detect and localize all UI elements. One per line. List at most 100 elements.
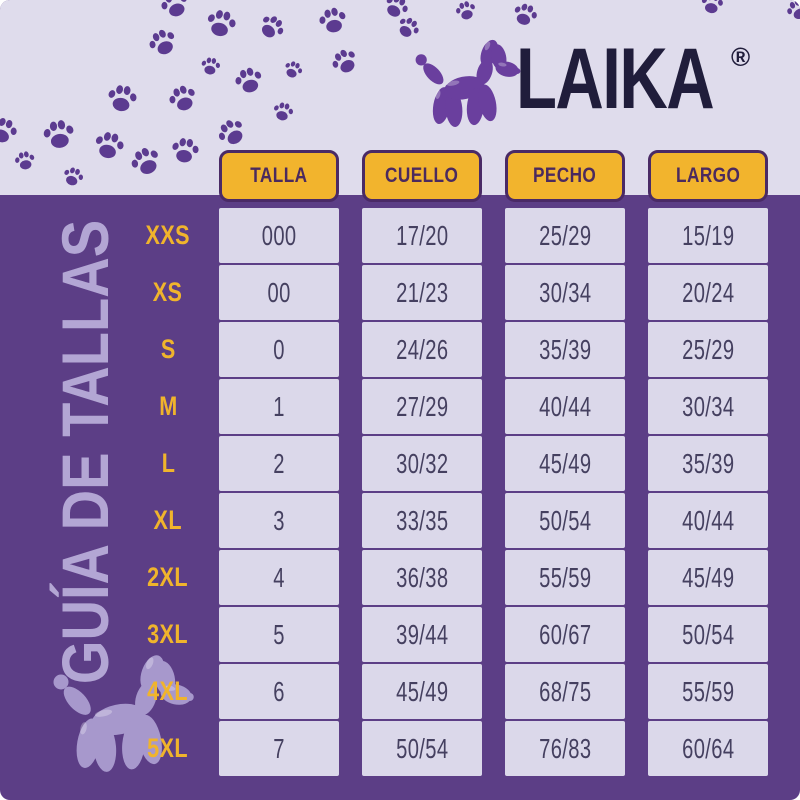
table-cell-5xl-pecho-text: 76/83 bbox=[538, 732, 592, 764]
row-label-2xl: 2XL bbox=[140, 550, 196, 605]
paw-print-icon bbox=[315, 3, 351, 39]
table-cell-xxs-pecho-text: 25/29 bbox=[538, 219, 592, 251]
row-label-xs-text: XS bbox=[153, 277, 183, 307]
balloon-dog-icon bbox=[410, 34, 522, 138]
paw-print-icon bbox=[156, 0, 194, 24]
paw-print-icon bbox=[0, 112, 22, 150]
table-cell-xs-talla: 00 bbox=[219, 265, 339, 320]
table-cell-s-pecho: 35/39 bbox=[505, 322, 625, 377]
table-cell-m-talla-text: 1 bbox=[273, 390, 285, 422]
paw-print-icon bbox=[270, 99, 297, 126]
table-cell-l-talla-text: 2 bbox=[273, 447, 285, 479]
table-cell-xs-talla-text: 00 bbox=[267, 276, 291, 308]
table-cell-m-cuello-text: 27/29 bbox=[395, 390, 449, 422]
row-label-3xl-text: 3XL bbox=[147, 619, 189, 649]
row-label-s: S bbox=[140, 322, 196, 377]
row-label-xxs-text: XXS bbox=[145, 220, 191, 250]
table-cell-s-pecho-text: 35/39 bbox=[538, 333, 592, 365]
column-header-talla-text: TALLA bbox=[250, 164, 308, 187]
column-header-largo-text: LARGO bbox=[675, 164, 741, 187]
table-cell-5xl-cuello-text: 50/54 bbox=[395, 732, 449, 764]
table-cell-s-cuello: 24/26 bbox=[362, 322, 482, 377]
table-cell-3xl-pecho-text: 60/67 bbox=[538, 618, 592, 650]
table-cell-xl-talla-text: 3 bbox=[273, 504, 285, 536]
table-cell-xxs-largo-text: 15/19 bbox=[681, 219, 735, 251]
row-label-4xl-text: 4XL bbox=[147, 676, 189, 706]
table-cell-m-pecho-text: 40/44 bbox=[538, 390, 592, 422]
row-label-2xl-text: 2XL bbox=[147, 562, 189, 592]
table-cell-m-largo: 30/34 bbox=[648, 379, 768, 434]
paw-print-icon bbox=[231, 63, 268, 100]
table-cell-s-talla: 0 bbox=[219, 322, 339, 377]
table-cell-4xl-largo: 55/59 bbox=[648, 664, 768, 719]
table-cell-xl-talla: 3 bbox=[219, 493, 339, 548]
table-cell-m-cuello: 27/29 bbox=[362, 379, 482, 434]
table-cell-5xl-pecho: 76/83 bbox=[505, 721, 625, 776]
table-cell-3xl-talla: 5 bbox=[219, 607, 339, 662]
row-label-5xl-text: 5XL bbox=[147, 733, 189, 763]
row-label-4xl: 4XL bbox=[140, 664, 196, 719]
table-cell-xl-largo: 40/44 bbox=[648, 493, 768, 548]
table-cell-xxs-pecho: 25/29 bbox=[505, 208, 625, 263]
paw-print-icon bbox=[40, 116, 78, 154]
table-cell-2xl-largo: 45/49 bbox=[648, 550, 768, 605]
table-cell-3xl-cuello: 39/44 bbox=[362, 607, 482, 662]
table-cell-4xl-largo-text: 55/59 bbox=[681, 675, 735, 707]
table-cell-5xl-talla-text: 7 bbox=[273, 732, 285, 764]
table-cell-xl-cuello-text: 33/35 bbox=[395, 504, 449, 536]
paw-print-icon bbox=[252, 8, 290, 46]
row-label-5xl: 5XL bbox=[140, 721, 196, 776]
table-cell-2xl-pecho-text: 55/59 bbox=[538, 561, 592, 593]
table-cell-xxs-cuello-text: 17/20 bbox=[395, 219, 449, 251]
table-cell-l-cuello: 30/32 bbox=[362, 436, 482, 491]
paw-print-icon bbox=[782, 0, 800, 26]
paw-print-icon bbox=[508, 0, 541, 32]
column-header-cuello: CUELLO bbox=[362, 150, 482, 202]
table-cell-s-largo-text: 25/29 bbox=[681, 333, 735, 365]
row-label-3xl: 3XL bbox=[140, 607, 196, 662]
table-cell-xl-largo-text: 40/44 bbox=[681, 504, 735, 536]
paw-print-icon bbox=[12, 148, 37, 173]
table-cell-xl-pecho: 50/54 bbox=[505, 493, 625, 548]
table-cell-3xl-talla-text: 5 bbox=[273, 618, 285, 650]
table-cell-4xl-cuello-text: 45/49 bbox=[395, 675, 449, 707]
table-cell-s-talla-text: 0 bbox=[273, 333, 285, 365]
table-cell-4xl-cuello: 45/49 bbox=[362, 664, 482, 719]
registered-trademark: ® bbox=[731, 42, 751, 72]
row-label-xs: XS bbox=[140, 265, 196, 320]
table-cell-l-largo: 35/39 bbox=[648, 436, 768, 491]
table-cell-xs-cuello-text: 21/23 bbox=[395, 276, 449, 308]
table-cell-4xl-pecho-text: 68/75 bbox=[538, 675, 592, 707]
row-label-xl: XL bbox=[140, 493, 196, 548]
column-header-pecho-text: PECHO bbox=[533, 164, 597, 187]
row-label-xl-text: XL bbox=[153, 505, 183, 535]
column-header-largo: LARGO bbox=[648, 150, 768, 202]
table-cell-l-pecho-text: 45/49 bbox=[538, 447, 592, 479]
table-cell-2xl-talla: 4 bbox=[219, 550, 339, 605]
table-cell-xs-pecho-text: 30/34 bbox=[538, 276, 592, 308]
table-cell-s-cuello-text: 24/26 bbox=[395, 333, 449, 365]
table-cell-2xl-pecho: 55/59 bbox=[505, 550, 625, 605]
row-label-m-text: M bbox=[158, 391, 178, 421]
table-cell-2xl-largo-text: 45/49 bbox=[681, 561, 735, 593]
row-label-l: L bbox=[140, 436, 196, 491]
table-cell-3xl-pecho: 60/67 bbox=[505, 607, 625, 662]
table-cell-5xl-largo: 60/64 bbox=[648, 721, 768, 776]
table-cell-2xl-cuello-text: 36/38 bbox=[395, 561, 449, 593]
table-cell-m-largo-text: 30/34 bbox=[681, 390, 735, 422]
table-cell-xxs-largo: 15/19 bbox=[648, 208, 768, 263]
table-cell-s-largo: 25/29 bbox=[648, 322, 768, 377]
paw-print-icon bbox=[453, 0, 480, 24]
brand-name: LAIKA bbox=[516, 31, 715, 127]
table-cell-2xl-talla-text: 4 bbox=[273, 561, 285, 593]
paw-print-icon bbox=[164, 80, 202, 118]
table-cell-5xl-talla: 7 bbox=[219, 721, 339, 776]
row-label-l-text: L bbox=[161, 448, 175, 478]
table-cell-2xl-cuello: 36/38 bbox=[362, 550, 482, 605]
table-cell-4xl-talla: 6 bbox=[219, 664, 339, 719]
table-cell-3xl-largo: 50/54 bbox=[648, 607, 768, 662]
table-cell-xs-pecho: 30/34 bbox=[505, 265, 625, 320]
table-cell-xs-largo-text: 20/24 bbox=[681, 276, 735, 308]
paw-print-icon bbox=[698, 0, 726, 18]
